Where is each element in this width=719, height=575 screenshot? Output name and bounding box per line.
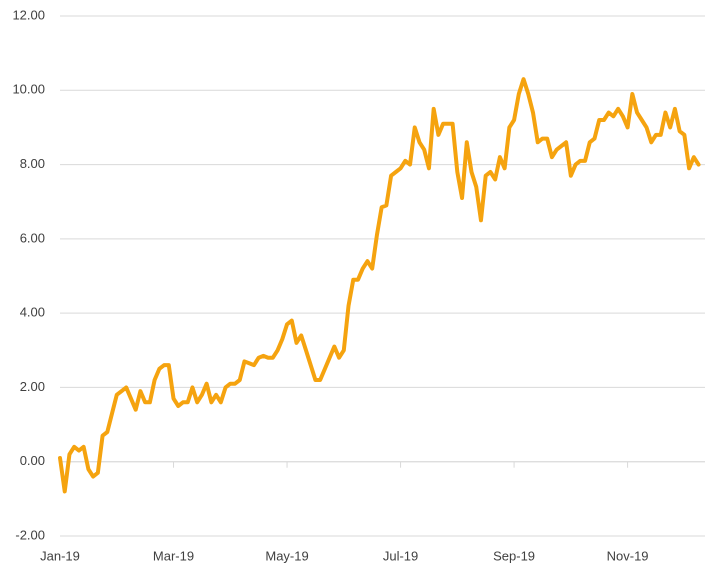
y-tick-label: 6.00 [20,230,45,245]
data-line [58,77,701,494]
x-tick-label: Jul-19 [383,548,418,563]
x-tick-label: Nov-19 [607,548,649,563]
x-tick-label: May-19 [265,548,308,563]
y-tick-label: 8.00 [20,156,45,171]
y-tick-label: 12.00 [12,7,45,22]
x-tick-label: Sep-19 [493,548,535,563]
x-tick-label: Jan-19 [40,548,80,563]
x-tick-label: Mar-19 [153,548,194,563]
y-tick-label: 0.00 [20,453,45,468]
y-tick-label: 2.00 [20,379,45,394]
y-tick-label: 4.00 [20,305,45,320]
y-tick-label: -2.00 [15,527,45,542]
y-tick-label: 10.00 [12,82,45,97]
